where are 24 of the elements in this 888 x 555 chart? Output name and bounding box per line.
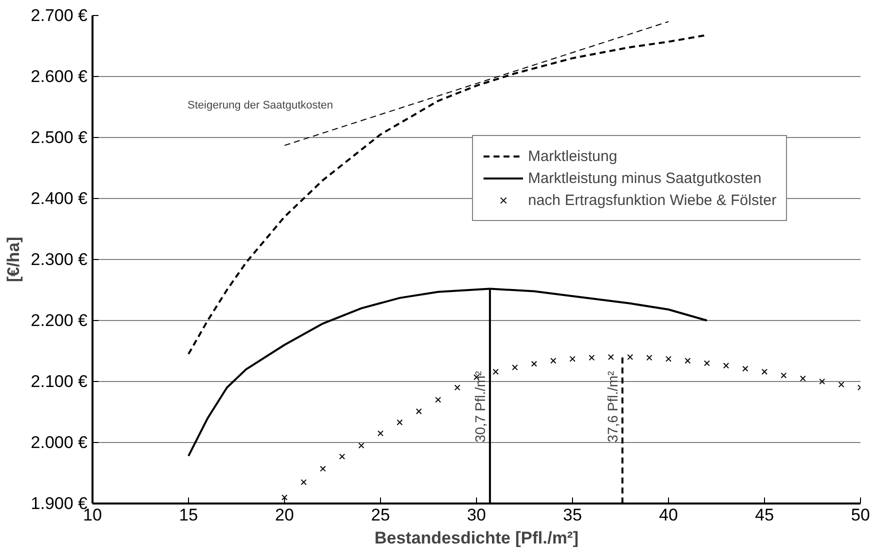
- y-axis-title: [€/ha]: [4, 236, 23, 282]
- x-tick-label: 20: [275, 506, 294, 524]
- y-tick-label: 2.000 €: [30, 433, 88, 452]
- y-tick-label: 2.500 €: [30, 128, 88, 147]
- annotation: 37,6 Pfl./m²: [604, 370, 620, 442]
- y-tick-label: 2.700 €: [30, 6, 88, 25]
- y-tick-label: 2.200 €: [30, 311, 88, 330]
- legend-label: Marktleistung: [528, 148, 618, 164]
- y-tick-label: 2.600 €: [30, 67, 88, 86]
- annotation: 30,7 Pfl./m²: [472, 370, 488, 442]
- x-tick-label: 50: [851, 506, 870, 524]
- x-tick-label: 40: [659, 506, 678, 524]
- x-tick-label: 30: [467, 506, 486, 524]
- x-tick-label: 15: [179, 506, 198, 524]
- y-tick-label: 2.400 €: [30, 189, 88, 208]
- x-tick-label: 45: [755, 506, 774, 524]
- annotation: Steigerung der Saatgutkosten: [188, 100, 334, 112]
- legend-label: Marktleistung minus Saatgutkosten: [528, 170, 762, 186]
- x-axis-title: Bestandesdichte [Pfl./m²]: [374, 528, 579, 548]
- legend-label: nach Ertragsfunktion Wiebe & Fölster: [528, 192, 776, 208]
- x-tick-label: 25: [371, 506, 390, 524]
- x-tick-label: 35: [563, 506, 582, 524]
- y-tick-label: 2.300 €: [30, 250, 88, 269]
- y-tick-label: 2.100 €: [30, 372, 88, 391]
